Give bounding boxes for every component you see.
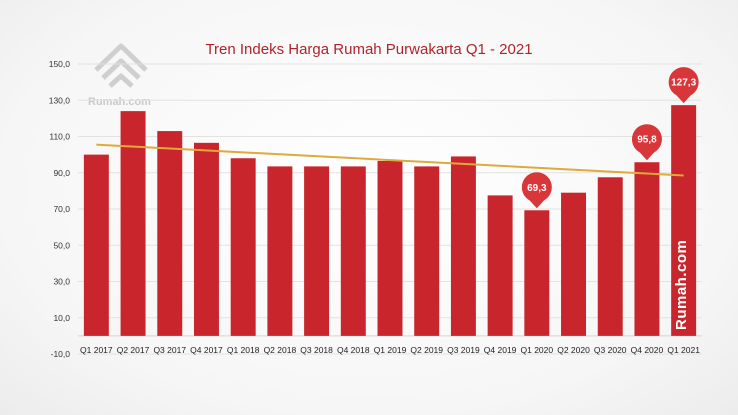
y-tick-label: 110,0 [49, 132, 70, 142]
x-tick-label: Q3 2019 [447, 345, 480, 355]
vertical-brand-text: Rumah.com [673, 240, 690, 330]
bar [230, 158, 256, 336]
callout-label: 69,3 [527, 183, 547, 194]
y-tick-label: 50,0 [53, 240, 70, 250]
y-tick-label: -10,0 [51, 349, 71, 359]
x-tick-label: Q3 2018 [300, 345, 333, 355]
y-axis: -10,0 10,0 30,0 50,0 70,0 90,0 110,0 130,0 150,0 [49, 59, 71, 359]
x-tick-label: Q3 2020 [594, 345, 627, 355]
callout-bubble [668, 67, 699, 98]
x-tick-label: Q3 2017 [153, 345, 186, 355]
callout: 95,8 [631, 124, 662, 161]
x-axis: Q1 2017 Q2 2017 Q3 2017 Q4 2017 Q1 2018 Q2 20… [80, 345, 700, 355]
x-tick-label: Q1 2017 [80, 345, 113, 355]
bar [487, 195, 513, 336]
bar [634, 162, 660, 336]
bar [561, 192, 587, 336]
x-tick-label: Q4 2019 [484, 345, 517, 355]
x-tick-label: Q1 2019 [374, 345, 407, 355]
callout-bubble [521, 172, 552, 203]
x-tick-label: Q1 2021 [667, 345, 700, 355]
watermark-text: Rumah.com [88, 96, 151, 108]
x-tick-label: Q2 2017 [117, 345, 150, 355]
x-tick-label: Q4 2017 [190, 345, 223, 355]
watermark-logo: Rumah.com [88, 43, 151, 108]
trend-line [96, 143, 684, 177]
x-tick-label: Q1 2018 [227, 345, 260, 355]
bar [414, 166, 440, 336]
y-tick-label: 10,0 [53, 313, 70, 323]
y-tick-label: 150,0 [49, 59, 71, 69]
callouts: 69,3 95,8 127,3 [521, 67, 699, 209]
callout-bubble [631, 124, 662, 155]
y-tick-label: 130,0 [49, 95, 71, 105]
callout: 127,3 [668, 67, 699, 104]
bar [193, 142, 219, 336]
house-logo-icon [94, 43, 148, 88]
bar [597, 177, 623, 336]
x-tick-label: Q2 2020 [557, 345, 590, 355]
bar [340, 166, 366, 336]
bar [157, 131, 183, 336]
callout-label: 95,8 [637, 135, 657, 146]
x-tick-label: Q2 2019 [410, 345, 443, 355]
bars [83, 105, 697, 336]
bar [120, 111, 146, 336]
bar [304, 166, 330, 336]
trendline [96, 143, 684, 177]
y-tick-label: 30,0 [53, 277, 70, 287]
bar [450, 156, 476, 336]
bar [524, 210, 550, 336]
callout-label: 127,3 [671, 78, 696, 89]
bar [671, 105, 697, 336]
callout: 69,3 [521, 172, 552, 209]
x-tick-label: Q1 2020 [521, 345, 554, 355]
y-tick-label: 70,0 [53, 204, 70, 214]
y-tick-label: 90,0 [53, 168, 70, 178]
chart-title: Tren Indeks Harga Rumah Purwakarta Q1 - … [205, 41, 532, 58]
bar [377, 160, 403, 336]
x-tick-label: Q2 2018 [264, 345, 297, 355]
bar [83, 154, 109, 336]
x-tick-label: Q4 2018 [337, 345, 370, 355]
x-tick-label: Q4 2020 [631, 345, 664, 355]
bar [267, 166, 293, 336]
